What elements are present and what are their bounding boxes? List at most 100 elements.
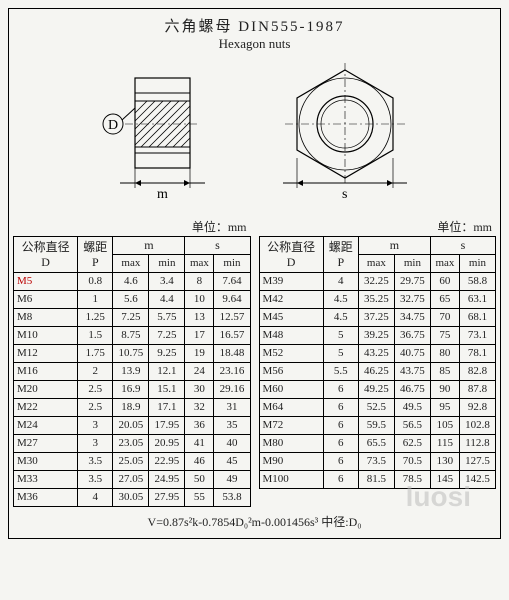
table-cell: 10	[185, 291, 214, 309]
table-row: M80665.562.5115112.8	[259, 435, 496, 453]
table-cell: 63.1	[459, 291, 495, 309]
table-cell: 7.25	[149, 327, 185, 345]
table-cell: 1.25	[78, 309, 113, 327]
drawing-side-view: D m	[85, 58, 235, 208]
table-cell: M8	[14, 309, 78, 327]
table-cell: 19	[185, 345, 214, 363]
col-m: m	[113, 237, 185, 255]
table-cell: 4.6	[113, 273, 149, 291]
table-cell: 127.5	[459, 453, 495, 471]
col-m-max: max	[358, 255, 394, 273]
col-pitch: 螺距 P	[78, 237, 113, 273]
table-cell: 5	[323, 345, 358, 363]
table-cell: M45	[259, 309, 323, 327]
table-cell: 68.1	[459, 309, 495, 327]
table-cell: 87.8	[459, 381, 495, 399]
table-cell: 0.8	[78, 273, 113, 291]
table-cell: 105	[430, 417, 459, 435]
table-row: M100681.578.5145142.5	[259, 471, 496, 489]
col-s: s	[430, 237, 495, 255]
table-cell: 12.57	[214, 309, 250, 327]
table-cell: 90	[430, 381, 459, 399]
table-cell: 46	[185, 453, 214, 471]
col-m-max: max	[113, 255, 149, 273]
table-cell: M48	[259, 327, 323, 345]
table-cell: 80	[430, 345, 459, 363]
table-cell: 16.9	[113, 381, 149, 399]
table-cell: M39	[259, 273, 323, 291]
table-cell: M16	[14, 363, 78, 381]
table-cell: M64	[259, 399, 323, 417]
table-cell: 31	[214, 399, 250, 417]
table-cell: 5.75	[149, 309, 185, 327]
table-cell: 17.1	[149, 399, 185, 417]
table-cell: 145	[430, 471, 459, 489]
table-cell: 24.95	[149, 471, 185, 489]
table-cell: 13	[185, 309, 214, 327]
table-cell: 37.25	[358, 309, 394, 327]
table-cell: 115	[430, 435, 459, 453]
table-row: M121.7510.759.251918.48	[14, 345, 251, 363]
col-s: s	[185, 237, 250, 255]
col-s-min: min	[459, 255, 495, 273]
table-cell: 73.5	[358, 453, 394, 471]
col-nominal: 公称直径 D	[259, 237, 323, 273]
table-row: M24320.0517.953635	[14, 417, 251, 435]
col-pitch: 螺距 P	[323, 237, 358, 273]
table-cell: 78.5	[394, 471, 430, 489]
table-cell: 36.75	[394, 327, 430, 345]
unit-label-right: 单位：mm	[259, 218, 497, 235]
table-cell: 16.57	[214, 327, 250, 345]
table-cell: 32	[185, 399, 214, 417]
table-cell: 112.8	[459, 435, 495, 453]
table-cell: 36	[185, 417, 214, 435]
table-cell: 78.1	[459, 345, 495, 363]
table-row: M333.527.0524.955049	[14, 471, 251, 489]
table-cell: 1	[78, 291, 113, 309]
dimensions-table-right: 公称直径 D 螺距 P m s max min max	[259, 236, 497, 489]
table-cell: M30	[14, 453, 78, 471]
table-cell: M90	[259, 453, 323, 471]
table-row: M36430.0527.955553.8	[14, 489, 251, 507]
table-cell: 25.05	[113, 453, 149, 471]
table-row: M615.64.4109.64	[14, 291, 251, 309]
drawing-label-m: m	[157, 187, 168, 202]
table-cell: 22.95	[149, 453, 185, 471]
table-cell: M12	[14, 345, 78, 363]
table-cell: M100	[259, 471, 323, 489]
table-cell: 3	[78, 435, 113, 453]
table-cell: 45	[214, 453, 250, 471]
table-cell: 12.1	[149, 363, 185, 381]
table-cell: 70.5	[394, 453, 430, 471]
table-left-wrap: 单位：mm 公称直径 D 螺距 P m s	[13, 218, 251, 507]
table-cell: M60	[259, 381, 323, 399]
table-cell: 1.75	[78, 345, 113, 363]
table-cell: 6	[323, 399, 358, 417]
table-cell: 8.75	[113, 327, 149, 345]
table-cell: 65.5	[358, 435, 394, 453]
table-cell: M33	[14, 471, 78, 489]
table-cell: 20.05	[113, 417, 149, 435]
table-cell: 18.9	[113, 399, 149, 417]
table-cell: 6	[323, 435, 358, 453]
table-cell: 73.1	[459, 327, 495, 345]
table-cell: 6	[323, 417, 358, 435]
table-row: M424.535.2532.756563.1	[259, 291, 496, 309]
table-cell: 81.5	[358, 471, 394, 489]
drawing-top-view: s	[265, 58, 425, 208]
table-cell: 40	[214, 435, 250, 453]
table-cell: 3.5	[78, 471, 113, 489]
table-cell: 17	[185, 327, 214, 345]
table-cell: 32.25	[358, 273, 394, 291]
page-frame: 六角螺母 DIN555-1987 Hexagon nuts	[8, 8, 501, 539]
table-cell: 6	[323, 471, 358, 489]
table-row: M48539.2536.757573.1	[259, 327, 496, 345]
table-cell: 7.64	[214, 273, 250, 291]
table-cell: 102.8	[459, 417, 495, 435]
table-cell: 4	[78, 489, 113, 507]
table-cell: 29.75	[394, 273, 430, 291]
table-row: M90673.570.5130127.5	[259, 453, 496, 471]
table-cell: 3.4	[149, 273, 185, 291]
col-s-min: min	[214, 255, 250, 273]
table-row: M81.257.255.751312.57	[14, 309, 251, 327]
